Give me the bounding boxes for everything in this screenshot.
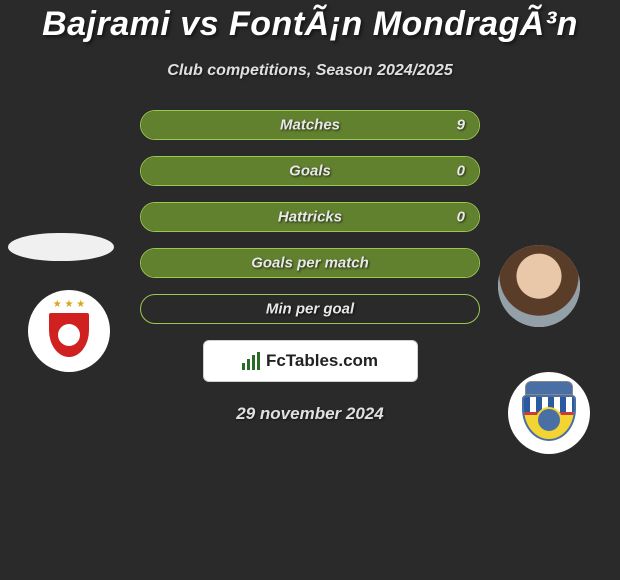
subtitle: Club competitions, Season 2024/2025 [0,62,620,80]
club-left-crest: ★ ★ ★ [28,290,110,372]
stat-row: Hattricks 0 [140,202,480,232]
stat-row: Min per goal [140,294,480,324]
stat-label: Goals [289,163,331,180]
stat-value: 0 [457,209,465,226]
page-title: Bajrami vs FontÃ¡n MondragÃ³n [0,5,620,44]
player-left-avatar [8,233,114,261]
stat-label: Min per goal [266,301,354,318]
stat-rows: Matches 9 Goals 0 Hattricks 0 Goals per match M… [140,110,480,324]
player-face-icon [498,245,580,327]
club-right-crest [508,372,590,454]
stat-row: Goals per match [140,248,480,278]
stat-value: 0 [457,163,465,180]
brand-text: FcTables.com [266,351,378,371]
benfica-crest-icon: ★ ★ ★ [39,301,99,361]
stat-row: Matches 9 [140,110,480,140]
stat-label: Goals per match [251,255,369,272]
stat-label: Hattricks [278,209,342,226]
player-right-avatar [498,245,580,327]
stat-label: Matches [280,117,340,134]
stat-row: Goals 0 [140,156,480,186]
bar-chart-icon [242,352,260,370]
stats-area: ★ ★ ★ Matches9Goals0Hattricks0Goals per … [0,110,620,324]
comparison-card: Bajrami vs FontÃ¡n MondragÃ³n Club compe… [0,0,620,424]
stat-value: 9 [457,117,465,134]
brand-badge[interactable]: FcTables.com [203,340,418,382]
arouca-crest-icon [517,381,581,445]
